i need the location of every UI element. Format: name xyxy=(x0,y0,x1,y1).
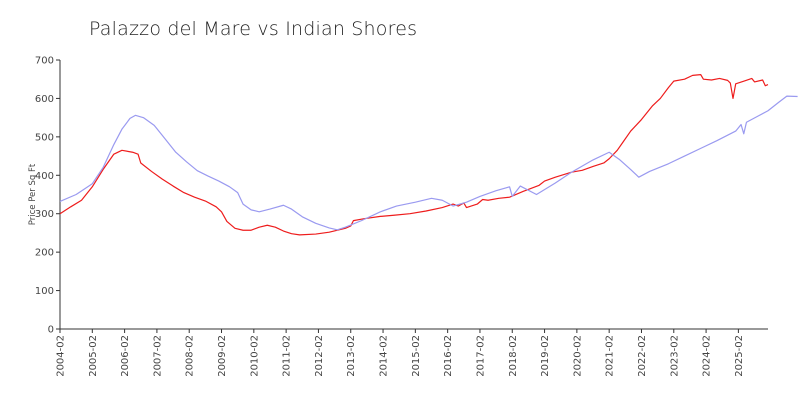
chart-title: Palazzo del Mare vs Indian Shores xyxy=(89,18,418,40)
x-tick-label: 2021-02 xyxy=(605,335,616,377)
x-tick-label: 2006-02 xyxy=(120,335,131,377)
x-tick-label: 2007-02 xyxy=(152,335,163,377)
y-axis-label: Price Per Sq Ft xyxy=(28,163,38,225)
y-tick-label: 700 xyxy=(35,56,54,67)
x-tick-label: 2008-02 xyxy=(185,335,196,377)
x-tick-label: 2014-02 xyxy=(379,335,390,377)
x-tick-label: 2015-02 xyxy=(411,335,422,377)
axes: 0 100 200 300 400 500 600 700 Price Per Sq Ft 200… xyxy=(28,56,768,377)
x-tick-label: 2020-02 xyxy=(572,335,583,377)
x-tick-label: 2009-02 xyxy=(217,335,228,377)
y-tick-label: 100 xyxy=(35,286,54,297)
x-tick-label: 2013-02 xyxy=(346,335,357,377)
series-layer xyxy=(59,74,798,236)
x-tick-label: 2010-02 xyxy=(249,335,260,377)
x-tick-label: 2016-02 xyxy=(443,335,454,377)
x-tick-label: 2023-02 xyxy=(669,335,680,377)
x-tick-label: 2025-02 xyxy=(734,335,745,377)
y-tick-label: 200 xyxy=(35,248,54,259)
x-tick-label: 2011-02 xyxy=(282,335,293,377)
x-tick-label: 2022-02 xyxy=(637,335,648,377)
series-line-1 xyxy=(59,74,769,236)
y-tick-label: 0 xyxy=(48,325,54,336)
y-tick-label: 400 xyxy=(35,171,54,182)
x-tick-label: 2004-02 xyxy=(56,335,67,377)
x-tick-label: 2024-02 xyxy=(702,335,713,377)
x-tick-label: 2019-02 xyxy=(540,335,551,377)
series-line-2 xyxy=(59,95,798,231)
y-tick-label: 300 xyxy=(35,209,54,220)
x-tick-label: 2012-02 xyxy=(314,335,325,377)
x-tick-label: 2017-02 xyxy=(475,335,486,377)
y-tick-label: 500 xyxy=(35,132,54,143)
x-tick-label: 2018-02 xyxy=(508,335,519,377)
x-tick-label: 2005-02 xyxy=(88,335,99,377)
y-tick-label: 600 xyxy=(35,94,54,105)
